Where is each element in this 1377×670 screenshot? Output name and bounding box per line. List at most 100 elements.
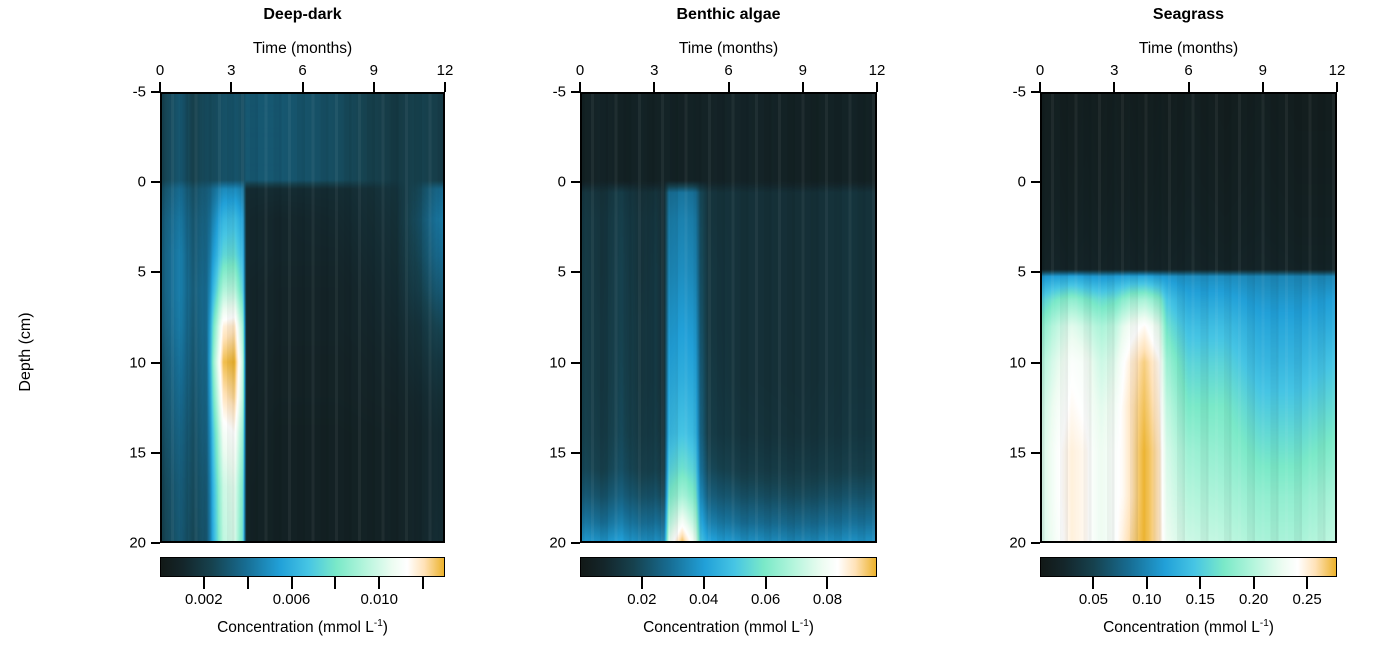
heatmap-plot: [160, 92, 445, 543]
depth-tick: [571, 361, 580, 364]
colorbar-tick: [1145, 577, 1148, 589]
time-tick-label: 9: [1258, 62, 1267, 79]
time-axis-label: Time (months): [678, 40, 779, 57]
depth-tick: [571, 91, 580, 93]
depth-tick: [571, 181, 580, 184]
time-tick-label: 0: [155, 62, 165, 79]
depth-tick-label: -5: [1012, 83, 1026, 101]
colorbar-tick: [1092, 577, 1095, 589]
time-tick-label: 6: [1184, 62, 1193, 79]
colorbar-tick-label: 0.002: [185, 591, 223, 608]
depth-tick: [151, 181, 160, 184]
depth-tick-label: 20: [549, 534, 566, 552]
colorbar-tick-label: 0.04: [689, 591, 719, 608]
colorbar-gradient: [580, 557, 877, 577]
time-tick-label: 6: [724, 62, 733, 79]
concentration-axis-label: Concentration (mmol L-1): [580, 618, 877, 637]
colorbar-tick-label: 0.06: [751, 591, 781, 608]
colorbar-tick-label: 0.010: [360, 591, 398, 608]
depth-tick-label: 0: [1017, 173, 1026, 191]
depth-tick: [151, 451, 160, 454]
time-tick: [801, 82, 804, 92]
colorbar-tick-label: 0.25: [1292, 591, 1322, 608]
colorbar-tick: [640, 577, 643, 589]
time-tick-label: 3: [227, 62, 236, 79]
concentration-label-exponent: -1: [799, 618, 809, 629]
panel-title: Seagrass: [1152, 6, 1225, 23]
concentration-label-close: ): [1268, 619, 1274, 637]
heatmap-canvas: [162, 94, 443, 541]
depth-tick-label: 10: [549, 354, 566, 372]
time-tick: [1039, 82, 1041, 92]
depth-tick-label: -5: [552, 83, 566, 101]
depth-tick-label: 20: [1009, 534, 1026, 552]
concentration-label-text: Concentration (mmol L: [1103, 619, 1260, 637]
time-tick-label: 12: [1328, 62, 1346, 79]
depth-tick: [571, 451, 580, 454]
panel-deep-dark: Deep-dark Time (months) Concentration (m…: [129, 0, 453, 670]
depth-tick: [151, 361, 160, 364]
depth-tick-label: 5: [557, 263, 566, 281]
time-tick: [230, 82, 233, 92]
colorbar-tick: [764, 577, 767, 589]
time-tick: [1113, 82, 1116, 92]
time-axis-label: Time (months): [252, 40, 353, 57]
time-tick-label: 3: [650, 62, 659, 79]
depth-tick-label: 5: [1017, 263, 1026, 281]
depth-tick: [571, 542, 580, 544]
panel-benthic-algae: Benthic algae Time (months) Concentratio…: [549, 0, 885, 670]
time-tick: [1187, 82, 1190, 92]
panel-title: Deep-dark: [263, 6, 342, 23]
time-tick: [1261, 82, 1264, 92]
depth-tick-label: 0: [557, 173, 566, 191]
heatmap-canvas: [1042, 94, 1335, 541]
colorbar-tick: [378, 577, 381, 589]
depth-axis-label: Depth (cm): [17, 312, 34, 392]
colorbar-tick: [246, 577, 249, 589]
depth-tick: [151, 91, 160, 93]
time-tick-label: 9: [369, 62, 378, 79]
colorbar-tick: [702, 577, 705, 589]
depth-tick-label: 20: [129, 534, 146, 552]
heatmap-plot: [1040, 92, 1337, 543]
depth-tick-label: 15: [1009, 444, 1026, 462]
time-tick-label: 12: [436, 62, 454, 79]
colorbar-gradient: [160, 557, 445, 577]
time-tick: [444, 82, 446, 92]
colorbar-tick-label: 0.20: [1239, 591, 1269, 608]
colorbar-tick: [1252, 577, 1255, 589]
colorbar-tick-label: 0.15: [1185, 591, 1215, 608]
colorbar-gradient: [1040, 557, 1337, 577]
colorbar-tick: [290, 577, 293, 589]
time-tick: [653, 82, 656, 92]
colorbar-tick: [1199, 577, 1202, 589]
time-tick: [159, 82, 161, 92]
concentration-label-exponent: -1: [1259, 618, 1269, 629]
colorbar-tick-label: 0.05: [1078, 591, 1109, 608]
panel-title: Benthic algae: [676, 6, 781, 23]
time-tick: [1336, 82, 1338, 92]
colorbar-tick: [826, 577, 829, 589]
time-tick: [301, 82, 304, 92]
depth-tick: [1031, 361, 1040, 364]
concentration-label-text: Concentration (mmol L: [217, 619, 374, 637]
time-tick-label: 12: [868, 62, 886, 79]
depth-tick: [151, 271, 160, 274]
depth-tick: [1031, 91, 1040, 93]
depth-tick-label: 5: [137, 263, 146, 281]
concentration-label-close: ): [808, 619, 814, 637]
panel-seagrass: Seagrass Time (months) Concentration (mm…: [1009, 0, 1345, 670]
depth-tick: [1031, 271, 1040, 274]
heatmap-canvas: [582, 94, 875, 541]
concentration-axis-label: Concentration (mmol L-1): [1040, 618, 1337, 637]
time-tick: [876, 82, 878, 92]
concentration-label-close: ): [382, 619, 388, 637]
depth-tick: [1031, 451, 1040, 454]
depth-tick-label: 10: [1009, 354, 1026, 372]
depth-tick-label: 15: [129, 444, 146, 462]
depth-tick: [1031, 542, 1040, 544]
depth-tick: [1031, 181, 1040, 184]
depth-tick: [571, 271, 580, 274]
time-axis-label: Time (months): [1138, 40, 1239, 57]
